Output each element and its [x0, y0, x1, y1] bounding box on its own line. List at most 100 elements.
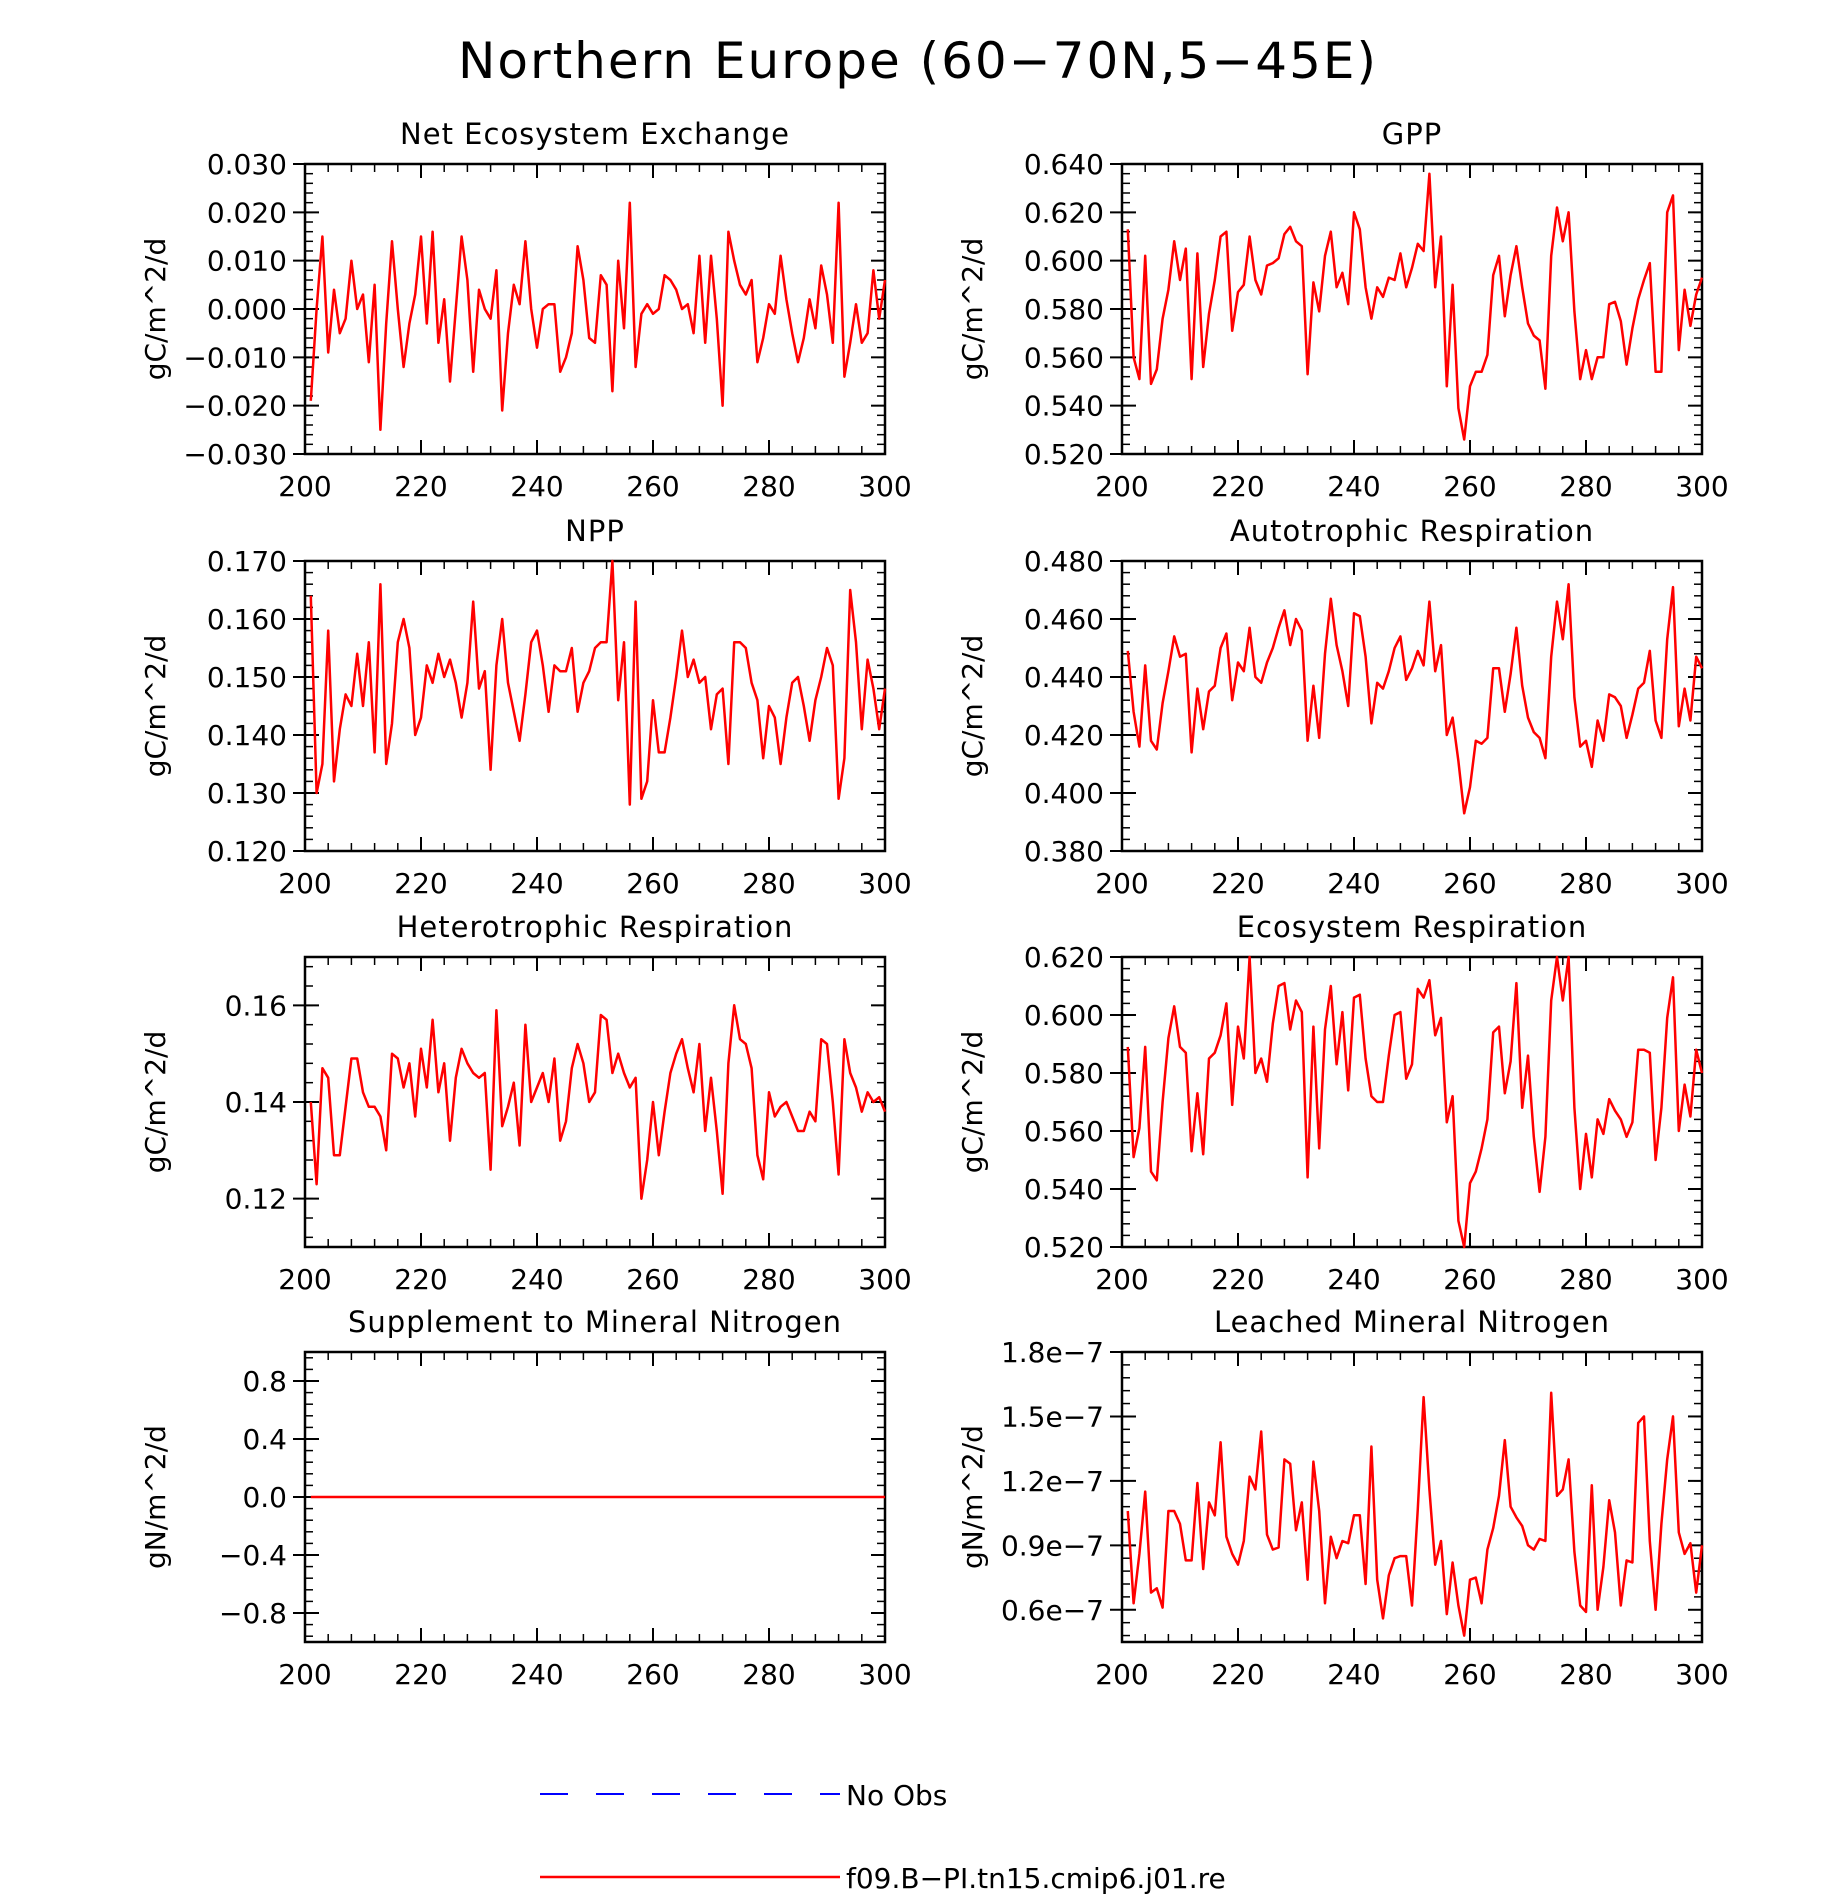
x-tick-label: 300 — [1675, 1263, 1728, 1296]
y-tick-label: 0.480 — [1024, 545, 1104, 578]
panel-4: 200 220 240 260 280 300 0.380 0.400 0.420 0.440 0.… — [956, 514, 1729, 900]
y-axis-label: gC/m^2/d — [139, 635, 172, 778]
legend-obs-label: No Obs — [846, 1779, 947, 1812]
y-tick-label: 1.5e−7 — [1001, 1400, 1104, 1433]
x-tick-label: 260 — [1443, 470, 1496, 503]
figure-title: Northern Europe (60−70N,5−45E) — [458, 32, 1378, 90]
x-tick-label: 220 — [394, 470, 447, 503]
x-tick-label: 280 — [1559, 1658, 1612, 1691]
y-tick-label: 0.600 — [1024, 245, 1104, 278]
y-tick-label: 0.420 — [1024, 719, 1104, 752]
x-tick-label: 260 — [1443, 1263, 1496, 1296]
y-tick-label: 0.640 — [1024, 148, 1104, 181]
y-tick-label: 0.030 — [207, 148, 287, 181]
x-tick-label: 220 — [394, 1263, 447, 1296]
y-tick-label: 0.580 — [1024, 1057, 1104, 1090]
x-tick-label: 200 — [1095, 470, 1148, 503]
y-tick-label: 0.14 — [225, 1086, 287, 1119]
series-line — [309, 1004, 887, 1200]
y-tick-label: 1.2e−7 — [1001, 1465, 1104, 1498]
y-axis-label: gC/m^2/d — [139, 238, 172, 381]
y-tick-label: 0.160 — [207, 603, 287, 636]
y-tick-label: 0.16 — [225, 989, 287, 1022]
y-tick-label: 0.000 — [207, 293, 287, 326]
x-tick-label: 240 — [510, 867, 563, 900]
legend: No Obs f09.B−PI.tn15.cmip6.j01.re — [540, 1779, 1226, 1895]
panel-title: Supplement to Mineral Nitrogen — [348, 1305, 842, 1339]
legend-model-label: f09.B−PI.tn15.cmip6.j01.re — [846, 1862, 1226, 1895]
y-tick-label: 0.120 — [207, 835, 287, 868]
y-tick-label: −0.8 — [219, 1597, 287, 1630]
series-line — [1126, 582, 1704, 815]
x-tick-label: 300 — [858, 1263, 911, 1296]
plot-frame — [303, 559, 887, 853]
x-tick-label: 200 — [278, 1263, 331, 1296]
y-tick-label: 0.560 — [1024, 1115, 1104, 1148]
x-tick-label: 220 — [394, 867, 447, 900]
panels: 200 220 240 260 280 300−0.030−0.020−0.0100.00… — [139, 117, 1729, 1691]
series-line — [309, 559, 887, 806]
panel-8: 200 220 240 260 280 300 0.6e−7 0.9e−7 1.2e−7 1.5e… — [956, 1305, 1729, 1691]
plot-frame — [303, 955, 887, 1249]
x-tick-label: 220 — [1211, 470, 1264, 503]
panel-6: 200 220 240 260 280 300 0.520 0.540 0.560 0.580 0.… — [956, 910, 1729, 1296]
y-tick-label: 0.600 — [1024, 999, 1104, 1032]
series-line — [1126, 955, 1704, 1249]
plot-frame — [303, 162, 887, 456]
x-tick-label: 280 — [742, 470, 795, 503]
panel-title: Ecosystem Respiration — [1237, 910, 1588, 944]
y-tick-label: 0.140 — [207, 719, 287, 752]
x-tick-label: 260 — [1443, 867, 1496, 900]
x-tick-label: 300 — [1675, 470, 1728, 503]
x-tick-label: 200 — [1095, 867, 1148, 900]
panel-3: 200 220 240 260 280 300 0.120 0.130 0.140 0.150 0.… — [139, 514, 912, 900]
y-tick-label: 0.460 — [1024, 603, 1104, 636]
y-axis-label: gC/m^2/d — [956, 238, 989, 381]
plot-frame — [1120, 1350, 1704, 1644]
panel-1: 200 220 240 260 280 300 −0.030 −0.020 −0.010 0.00… — [139, 117, 912, 503]
x-tick-label: 200 — [278, 1658, 331, 1691]
x-tick-label: 280 — [1559, 867, 1612, 900]
panel-title: Leached Mineral Nitrogen — [1214, 1305, 1610, 1339]
x-tick-label: 220 — [1211, 867, 1264, 900]
y-tick-label: 0.380 — [1024, 835, 1104, 868]
x-tick-label: 240 — [1327, 470, 1380, 503]
x-tick-label: 240 — [1327, 1658, 1380, 1691]
plot-frame — [1120, 955, 1704, 1249]
y-tick-label: 0.540 — [1024, 1173, 1104, 1206]
panel-5: 200 220 240 260 280 300 0.12 0.14 0.16 Heterotrop… — [139, 910, 912, 1296]
x-tick-label: 260 — [626, 1658, 679, 1691]
y-tick-label: 0.440 — [1024, 661, 1104, 694]
x-tick-label: 220 — [1211, 1658, 1264, 1691]
panel-title: Heterotrophic Respiration — [397, 910, 794, 944]
y-tick-label: −0.020 — [183, 390, 287, 423]
x-tick-label: 300 — [1675, 867, 1728, 900]
x-tick-label: 300 — [858, 867, 911, 900]
plot-frame — [1120, 559, 1704, 853]
y-tick-label: −0.010 — [183, 341, 287, 374]
x-tick-label: 260 — [626, 1263, 679, 1296]
y-tick-label: 0.0 — [242, 1481, 287, 1514]
x-tick-label: 280 — [742, 1263, 795, 1296]
y-tick-label: 0.8 — [242, 1365, 287, 1398]
x-tick-label: 240 — [510, 1263, 563, 1296]
x-tick-label: 280 — [1559, 470, 1612, 503]
panel-title: NPP — [565, 514, 625, 548]
x-tick-label: 220 — [1211, 1263, 1264, 1296]
y-tick-label: 0.170 — [207, 545, 287, 578]
y-tick-label: 1.8e−7 — [1001, 1336, 1104, 1369]
panel-title: GPP — [1382, 117, 1442, 151]
y-tick-label: 0.620 — [1024, 196, 1104, 229]
y-tick-label: 0.010 — [207, 245, 287, 278]
panel-7: 200 220 240 260 280 300 −0.8 −0.4 0.0 0.4 0.8 Suppl… — [139, 1305, 912, 1691]
x-tick-label: 300 — [858, 470, 911, 503]
x-tick-label: 280 — [742, 1658, 795, 1691]
x-tick-label: 200 — [1095, 1658, 1148, 1691]
x-tick-label: 200 — [278, 470, 331, 503]
y-tick-label: 0.9e−7 — [1001, 1529, 1104, 1562]
x-tick-label: 280 — [742, 867, 795, 900]
x-tick-label: 240 — [510, 1658, 563, 1691]
y-tick-label: 0.560 — [1024, 341, 1104, 374]
y-tick-label: 0.520 — [1024, 1231, 1104, 1264]
